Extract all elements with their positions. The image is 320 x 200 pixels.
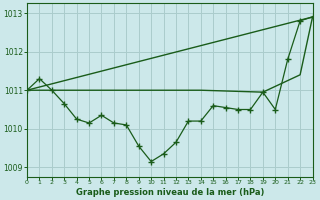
X-axis label: Graphe pression niveau de la mer (hPa): Graphe pression niveau de la mer (hPa) [76,188,264,197]
